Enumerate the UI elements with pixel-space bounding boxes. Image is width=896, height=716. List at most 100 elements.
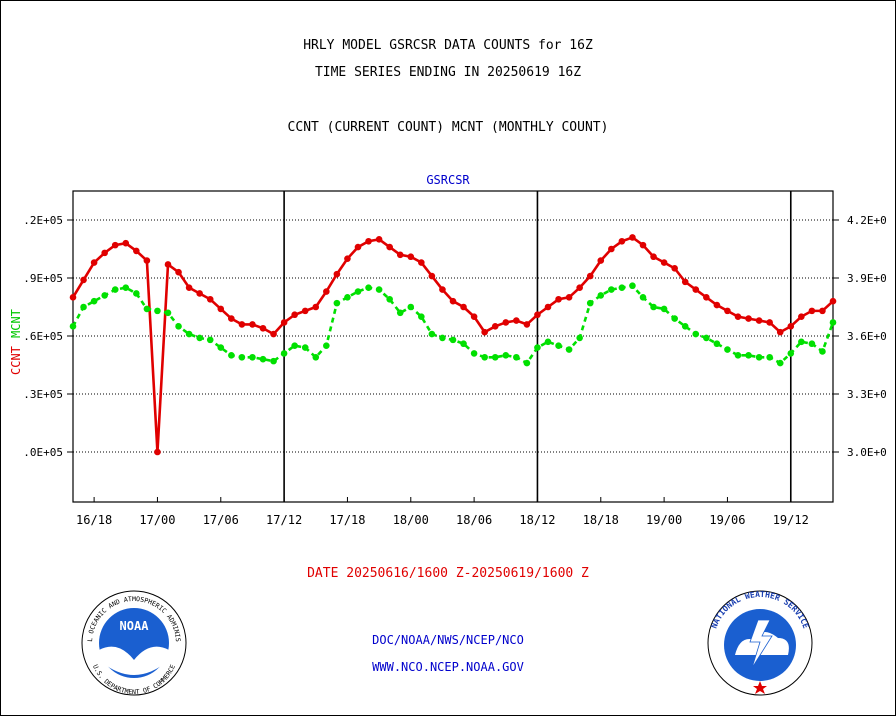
data-point-ccnt — [90, 259, 98, 266]
data-point-mcnt — [365, 284, 372, 291]
data-point-mcnt — [90, 297, 98, 305]
data-point-ccnt — [618, 237, 626, 245]
data-point-ccnt — [534, 311, 541, 319]
plot-area — [72, 190, 834, 503]
data-point-mcnt — [449, 336, 457, 344]
data-point-ccnt — [407, 253, 415, 261]
data-point-mcnt — [692, 330, 700, 338]
x-tick-label: 19/00 — [646, 513, 682, 527]
data-point-mcnt — [639, 294, 647, 301]
data-point-mcnt — [122, 284, 130, 291]
chart-subtitle: CCNT (CURRENT COUNT) MCNT (MONTHLY COUNT… — [287, 120, 609, 135]
data-point-mcnt — [491, 353, 499, 361]
data-point-ccnt — [650, 253, 657, 261]
nws-lightning-icon — [749, 619, 773, 669]
data-point-ccnt — [69, 294, 77, 301]
data-point-mcnt — [80, 303, 87, 311]
data-point-mcnt — [671, 315, 678, 322]
data-point-ccnt — [175, 268, 182, 276]
chart-title-line1: HRLY MODEL GSRCSR DATA COUNTS for 16Z — [303, 38, 593, 53]
data-point-mcnt — [439, 334, 446, 342]
data-point-mcnt — [502, 352, 510, 359]
data-point-mcnt — [133, 290, 140, 297]
x-tick-label: 18/12 — [519, 513, 555, 527]
data-point-mcnt — [650, 303, 657, 311]
data-point-mcnt — [734, 352, 742, 359]
data-point-ccnt — [798, 313, 805, 320]
data-point-mcnt — [428, 330, 436, 338]
data-point-ccnt — [565, 294, 573, 301]
nws-star-icon — [753, 681, 767, 694]
data-point-mcnt — [513, 353, 520, 361]
data-point-mcnt — [323, 342, 330, 349]
data-point-mcnt — [576, 334, 583, 342]
panel-label: GSRCSR — [426, 173, 470, 187]
y-tick-label-right: 3.6E+0 — [847, 330, 887, 343]
data-point-ccnt — [344, 255, 351, 262]
data-point-ccnt — [829, 297, 837, 305]
data-point-ccnt — [460, 303, 467, 311]
data-point-ccnt — [111, 241, 119, 249]
data-point-ccnt — [745, 315, 752, 322]
data-point-mcnt — [249, 353, 256, 361]
data-point-mcnt — [154, 307, 161, 315]
data-point-ccnt — [323, 288, 330, 295]
data-point-ccnt — [513, 317, 520, 324]
data-point-ccnt — [502, 319, 510, 326]
data-point-mcnt — [386, 295, 393, 303]
noaa-logo-text: NOAA — [120, 619, 150, 633]
data-point-ccnt — [439, 286, 446, 293]
data-point-mcnt — [333, 299, 341, 307]
data-point-ccnt — [259, 324, 267, 332]
data-point-ccnt — [523, 321, 531, 328]
data-point-mcnt — [196, 334, 203, 342]
y-axis-label-right: MCNT — [9, 309, 23, 338]
data-point-mcnt — [143, 305, 151, 313]
y-tick-label-right: 3.3E+0 — [847, 388, 887, 401]
data-point-ccnt — [491, 323, 499, 330]
x-tick-label: 17/00 — [139, 513, 175, 527]
y-tick-label-left: .2E+05 — [23, 214, 63, 227]
x-tick-label: 16/18 — [76, 513, 112, 527]
data-point-ccnt — [544, 303, 552, 311]
data-point-ccnt — [386, 243, 393, 251]
nws-logo: NATIONAL WEATHER SERVICE — [707, 590, 813, 696]
data-point-mcnt — [344, 294, 351, 301]
data-point-mcnt — [523, 359, 531, 367]
x-tick-label: 17/12 — [266, 513, 302, 527]
data-point-ccnt — [808, 307, 816, 315]
data-point-ccnt — [660, 259, 668, 266]
data-point-mcnt — [481, 353, 488, 361]
data-point-ccnt — [291, 311, 298, 319]
data-point-ccnt — [375, 236, 383, 243]
series-group — [69, 234, 837, 456]
data-point-mcnt — [776, 359, 784, 367]
data-point-mcnt — [101, 292, 108, 299]
data-point-ccnt — [185, 284, 193, 291]
data-point-mcnt — [375, 286, 383, 293]
data-point-ccnt — [608, 245, 615, 253]
data-point-mcnt — [175, 323, 182, 330]
data-point-mcnt — [259, 355, 267, 363]
data-point-mcnt — [407, 303, 415, 311]
y-tick-label-right: 3.9E+0 — [847, 272, 887, 285]
data-point-mcnt — [798, 338, 805, 346]
data-point-ccnt — [766, 319, 773, 326]
noaa-gull-icon — [99, 646, 169, 675]
data-point-ccnt — [333, 270, 341, 278]
data-point-ccnt — [734, 313, 742, 320]
x-tick-label: 19/12 — [773, 513, 809, 527]
data-point-ccnt — [238, 321, 246, 328]
data-point-mcnt — [755, 353, 763, 361]
data-point-ccnt — [681, 278, 689, 286]
data-point-mcnt — [217, 344, 225, 351]
data-point-ccnt — [555, 295, 562, 303]
data-point-ccnt — [713, 301, 721, 309]
data-point-mcnt — [745, 352, 752, 359]
data-point-mcnt — [829, 319, 837, 326]
data-point-ccnt — [671, 265, 678, 272]
data-point-mcnt — [713, 340, 721, 348]
data-point-mcnt — [206, 336, 214, 344]
data-point-mcnt — [597, 292, 605, 299]
